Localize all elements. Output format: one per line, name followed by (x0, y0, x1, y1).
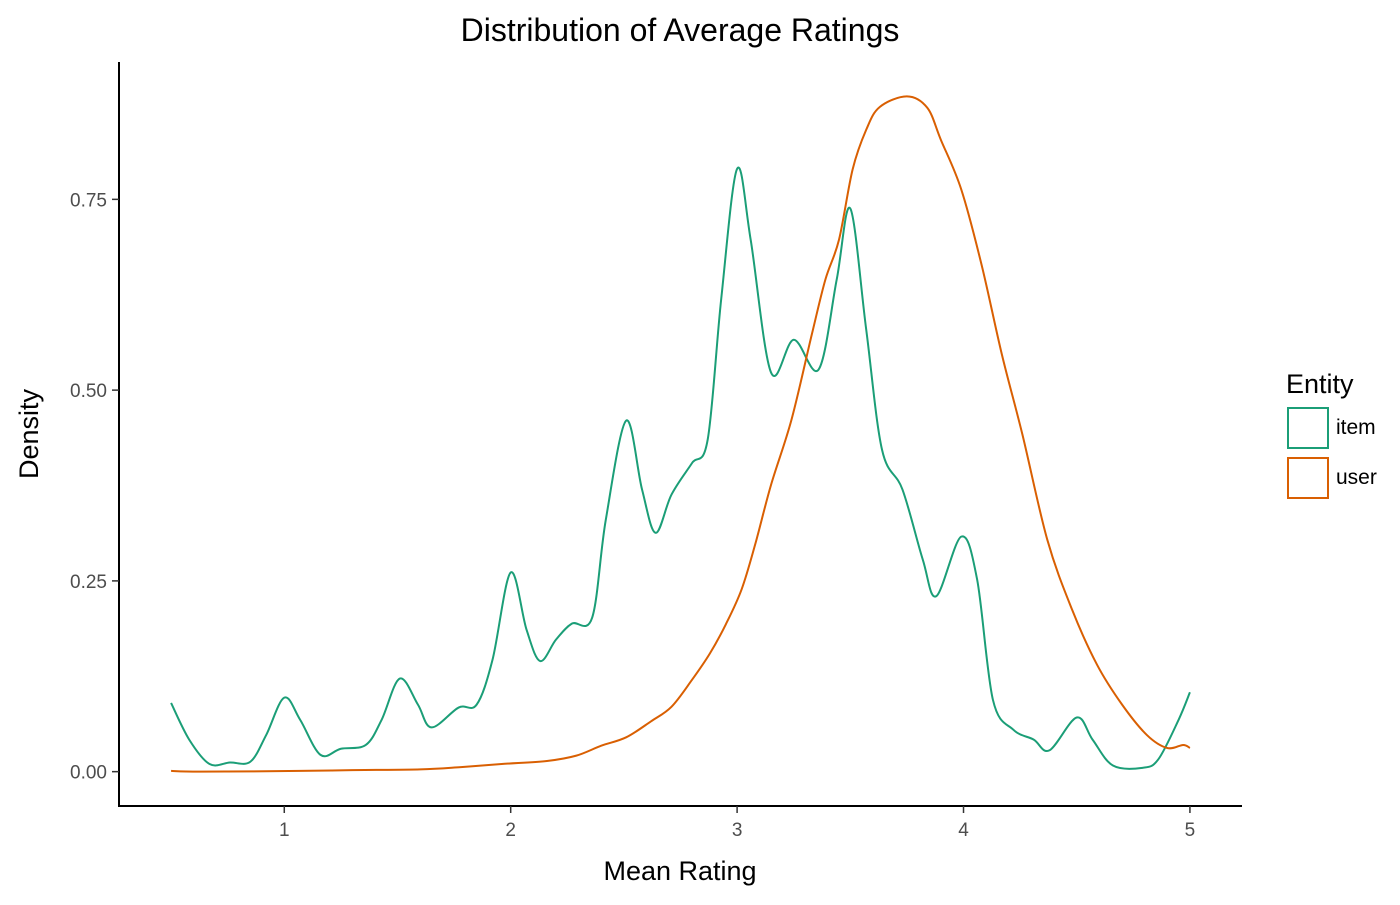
legend: Entity item user (1286, 369, 1377, 499)
chart-title: Distribution of Average Ratings (461, 12, 900, 48)
x-tick-label: 1 (279, 820, 290, 841)
y-tick-label: 0.75 (70, 190, 107, 211)
density-line-item (170, 166, 1191, 770)
legend-label-item: item (1336, 416, 1376, 439)
legend-key-user (1287, 457, 1329, 499)
y-tick-label: 0.50 (70, 381, 107, 402)
density-line-user (171, 95, 1191, 773)
y-tick-label: 0.00 (70, 763, 107, 784)
legend-title: Entity (1286, 369, 1354, 399)
x-tick-label: 5 (1185, 820, 1196, 841)
x-tick-label: 3 (732, 820, 743, 841)
x-axis-label: Mean Rating (603, 856, 756, 886)
legend-key-item (1287, 407, 1329, 449)
legend-label-user: user (1336, 466, 1377, 489)
axes: 1 2 3 4 5 0.00 0.25 0.50 0.75 (70, 62, 1242, 841)
x-tick-label: 4 (958, 820, 969, 841)
x-tick-label: 2 (505, 820, 516, 841)
y-axis-label: Density (14, 388, 44, 479)
series-lines (170, 95, 1191, 773)
y-tick-label: 0.25 (70, 572, 107, 593)
